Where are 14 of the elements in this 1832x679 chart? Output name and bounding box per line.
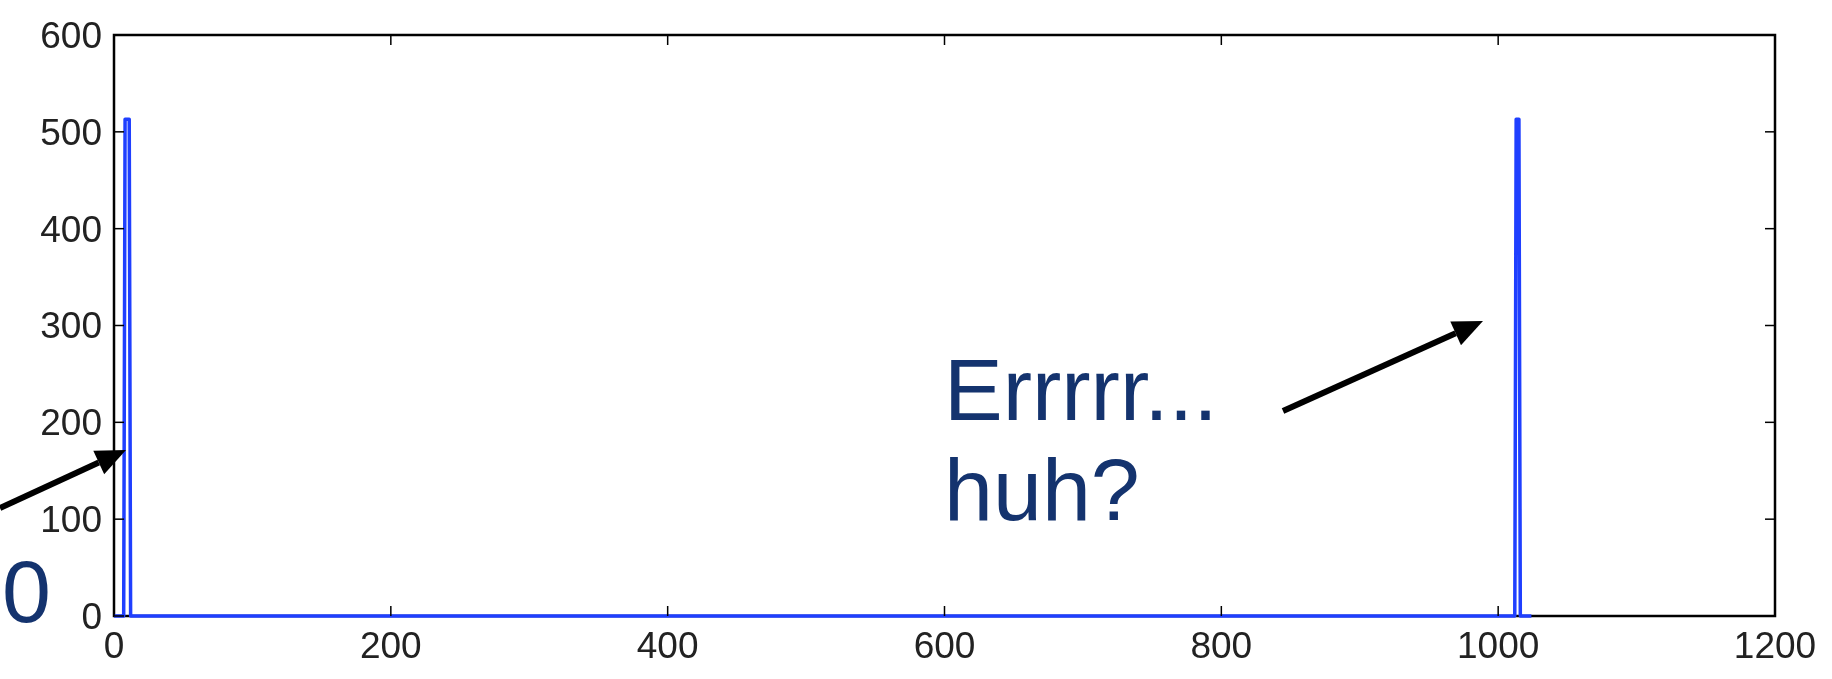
y-tick-label: 300 xyxy=(40,305,102,347)
y-tick-label: 0 xyxy=(81,595,102,637)
y-tick-label: 500 xyxy=(40,111,102,153)
y-tick-label: 200 xyxy=(40,402,102,444)
x-tick-label: 200 xyxy=(359,625,422,666)
x-tick-label: 400 xyxy=(636,625,699,666)
x-tick-label: 800 xyxy=(1190,625,1253,666)
x-tick-label: 1200 xyxy=(1733,625,1817,666)
x-tick-label: 1000 xyxy=(1457,625,1540,666)
x-tick-label: 600 xyxy=(913,625,976,666)
y-tick-label: 400 xyxy=(40,208,102,250)
y-tick-label: 600 xyxy=(40,14,102,56)
y-tick-label: 100 xyxy=(40,499,102,541)
annotation: Errrrr... huh? xyxy=(944,340,1218,539)
